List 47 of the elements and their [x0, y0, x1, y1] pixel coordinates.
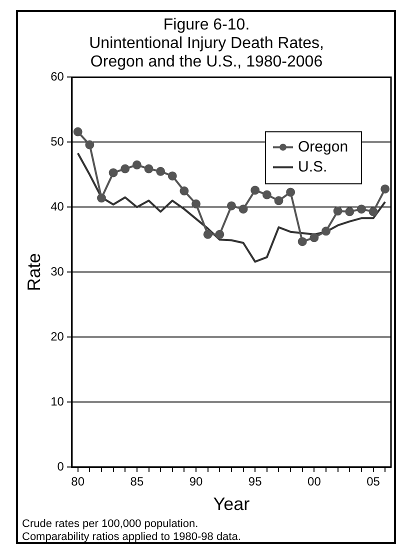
y-tick-label: 40	[50, 199, 64, 214]
point	[286, 188, 296, 197]
legend-label: Oregon	[298, 138, 348, 156]
point	[368, 207, 378, 216]
y-axis-title: Rate	[24, 253, 44, 292]
legend-label: U.S.	[298, 158, 328, 176]
x-tick-label: 95	[248, 474, 262, 489]
y-tick-label: 20	[50, 329, 64, 344]
y-tick-label: 50	[50, 134, 64, 148]
point	[322, 226, 331, 236]
point	[192, 199, 201, 208]
point	[380, 184, 390, 194]
y-tick-label: 60	[50, 70, 64, 84]
point	[226, 201, 236, 210]
point	[108, 168, 118, 178]
point	[168, 171, 177, 180]
point	[356, 204, 366, 214]
x-tick-label: 00	[308, 474, 322, 489]
x-axis-title: Year	[213, 494, 250, 514]
point	[73, 127, 82, 136]
point	[144, 164, 154, 174]
point	[85, 140, 94, 150]
chart-title: Figure 6-10. Unintentional Injury Death Rates, Oregon and the U.S., 1980-2006	[89, 16, 324, 70]
point	[238, 204, 248, 214]
point	[274, 196, 284, 206]
point	[180, 186, 189, 196]
point	[215, 230, 224, 239]
point	[120, 164, 130, 174]
point	[156, 166, 166, 176]
point	[132, 160, 142, 170]
x-tick-label: 05	[366, 474, 380, 489]
x-tick-label: 80	[71, 474, 85, 489]
y-tick-label: 0	[57, 459, 64, 474]
x-tick-label: 85	[130, 474, 144, 489]
text: Crude rates per 100,000 population.	[22, 518, 198, 530]
point	[250, 186, 260, 195]
point	[345, 207, 354, 216]
point	[203, 230, 212, 239]
point	[96, 194, 106, 203]
x-tick-label: 90	[189, 474, 204, 489]
point	[262, 190, 272, 200]
point	[310, 233, 319, 242]
text: Comparability ratios applied to 1980-98 data.	[22, 531, 241, 543]
y-tick-label: 10	[50, 394, 64, 408]
y-tick-label: 30	[50, 264, 64, 278]
point	[333, 206, 342, 216]
point	[298, 237, 307, 246]
